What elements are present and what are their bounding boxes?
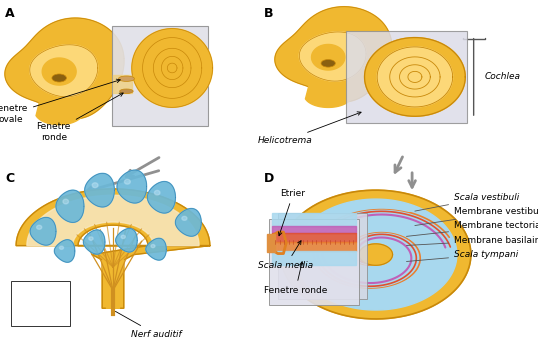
Polygon shape xyxy=(43,58,76,85)
Polygon shape xyxy=(117,170,146,203)
Polygon shape xyxy=(306,85,351,107)
Ellipse shape xyxy=(321,60,335,67)
Polygon shape xyxy=(267,234,275,252)
Polygon shape xyxy=(124,179,130,184)
Text: Etrier: Etrier xyxy=(279,189,306,236)
Polygon shape xyxy=(147,182,175,213)
Text: Membrane vestibulaire: Membrane vestibulaire xyxy=(415,207,538,226)
Text: D: D xyxy=(264,172,274,185)
Text: Scala media: Scala media xyxy=(258,241,313,270)
Ellipse shape xyxy=(52,74,66,82)
Text: Nerf auditif: Nerf auditif xyxy=(116,311,181,339)
Text: A: A xyxy=(5,7,15,20)
Polygon shape xyxy=(272,242,356,251)
Polygon shape xyxy=(121,235,125,238)
Polygon shape xyxy=(37,225,42,229)
Polygon shape xyxy=(83,230,105,254)
Polygon shape xyxy=(272,251,356,265)
Text: Membrane basilaire: Membrane basilaire xyxy=(407,236,538,246)
Polygon shape xyxy=(151,245,155,248)
Polygon shape xyxy=(60,246,63,249)
Polygon shape xyxy=(30,217,56,245)
Polygon shape xyxy=(175,208,201,236)
Polygon shape xyxy=(377,47,452,107)
Polygon shape xyxy=(295,199,457,310)
FancyBboxPatch shape xyxy=(111,26,208,126)
Polygon shape xyxy=(275,7,392,102)
Text: Fenetre
ronde: Fenetre ronde xyxy=(37,93,123,141)
Polygon shape xyxy=(182,216,187,221)
Text: Scala tympani: Scala tympani xyxy=(407,250,518,261)
Polygon shape xyxy=(102,260,124,308)
Polygon shape xyxy=(359,244,393,265)
Polygon shape xyxy=(116,228,137,252)
Text: Helicotrema: Helicotrema xyxy=(258,112,361,145)
Text: B: B xyxy=(264,7,273,20)
Polygon shape xyxy=(54,240,75,262)
Polygon shape xyxy=(5,18,124,119)
Text: Membrane tectoriale: Membrane tectoriale xyxy=(407,222,538,236)
Text: Scala vestibuli: Scala vestibuli xyxy=(415,193,519,211)
Text: Fenetre ronde: Fenetre ronde xyxy=(264,262,327,295)
Polygon shape xyxy=(132,29,213,107)
Polygon shape xyxy=(272,226,356,233)
Polygon shape xyxy=(365,37,465,116)
Polygon shape xyxy=(272,233,356,242)
Polygon shape xyxy=(89,237,93,240)
FancyBboxPatch shape xyxy=(270,219,359,305)
Polygon shape xyxy=(92,183,98,188)
Polygon shape xyxy=(85,173,114,207)
Polygon shape xyxy=(272,213,356,226)
Polygon shape xyxy=(146,238,166,260)
Polygon shape xyxy=(30,45,98,97)
Polygon shape xyxy=(56,190,84,222)
Ellipse shape xyxy=(119,89,133,94)
Text: Cochlea: Cochlea xyxy=(485,73,521,82)
Polygon shape xyxy=(63,199,68,204)
Polygon shape xyxy=(299,32,366,81)
Polygon shape xyxy=(27,195,199,246)
Bar xyxy=(11,281,70,326)
Polygon shape xyxy=(281,190,471,319)
Polygon shape xyxy=(16,189,210,308)
FancyBboxPatch shape xyxy=(346,31,466,122)
Polygon shape xyxy=(36,100,82,125)
Polygon shape xyxy=(312,44,345,70)
Text: Fenetre
ovale: Fenetre ovale xyxy=(0,79,120,123)
FancyBboxPatch shape xyxy=(278,213,367,299)
Polygon shape xyxy=(113,75,132,93)
Ellipse shape xyxy=(118,76,134,82)
Text: C: C xyxy=(5,172,15,185)
Polygon shape xyxy=(154,190,160,195)
